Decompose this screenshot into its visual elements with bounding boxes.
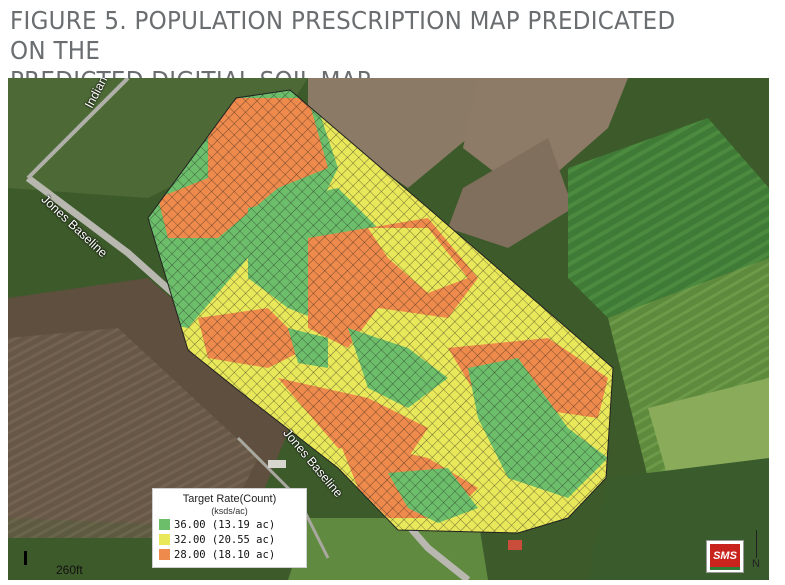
light-green-field: [648, 378, 769, 478]
scale-bar: 260ft: [8, 551, 128, 580]
legend-label-28: 28.00 (18.10 ac): [174, 548, 276, 561]
figure-title-line-1: FIGURE 5. POPULATION PRESCRIPTION MAP PR…: [10, 6, 676, 65]
north-label: N: [752, 558, 760, 570]
sms-logo-stripe: [710, 567, 740, 570]
legend-item-28: 28.00 (18.10 ac): [159, 547, 302, 562]
scale-label: 260ft: [56, 563, 83, 577]
legend-swatch-28: [159, 549, 170, 560]
north-arrow: [756, 530, 757, 558]
farm-building-west: [268, 460, 286, 468]
map-canvas: [8, 78, 769, 580]
sms-logo: SMS: [706, 540, 744, 573]
tilled-rows-west: [8, 328, 258, 538]
brown-field-north: [308, 78, 478, 188]
legend-units: (ksds/ac): [211, 506, 248, 516]
farm-building: [508, 540, 522, 550]
legend-item-32: 32.00 (20.55 ac): [159, 532, 302, 547]
scale-bar-tick: [24, 551, 27, 565]
prescription-map[interactable]: Indian Jones Baseline Jones Baseline 260…: [8, 78, 769, 580]
field-boundary: [147, 89, 614, 534]
green-field-south: [288, 518, 488, 580]
map-legend: Target Rate(Count) (ksds/ac) 36.00 (13.1…: [152, 488, 307, 568]
legend-label-36: 36.00 (13.19 ac): [174, 518, 276, 531]
sms-logo-text: SMS: [710, 544, 740, 569]
brown-patch: [448, 138, 573, 248]
legend-label-32: 32.00 (20.55 ac): [174, 533, 276, 546]
legend-title: Target Rate(Count): [182, 493, 277, 505]
legend-swatch-32: [159, 534, 170, 545]
legend-item-36: 36.00 (13.19 ac): [159, 517, 302, 532]
legend-swatch-36: [159, 519, 170, 530]
road-indian: [26, 78, 130, 180]
